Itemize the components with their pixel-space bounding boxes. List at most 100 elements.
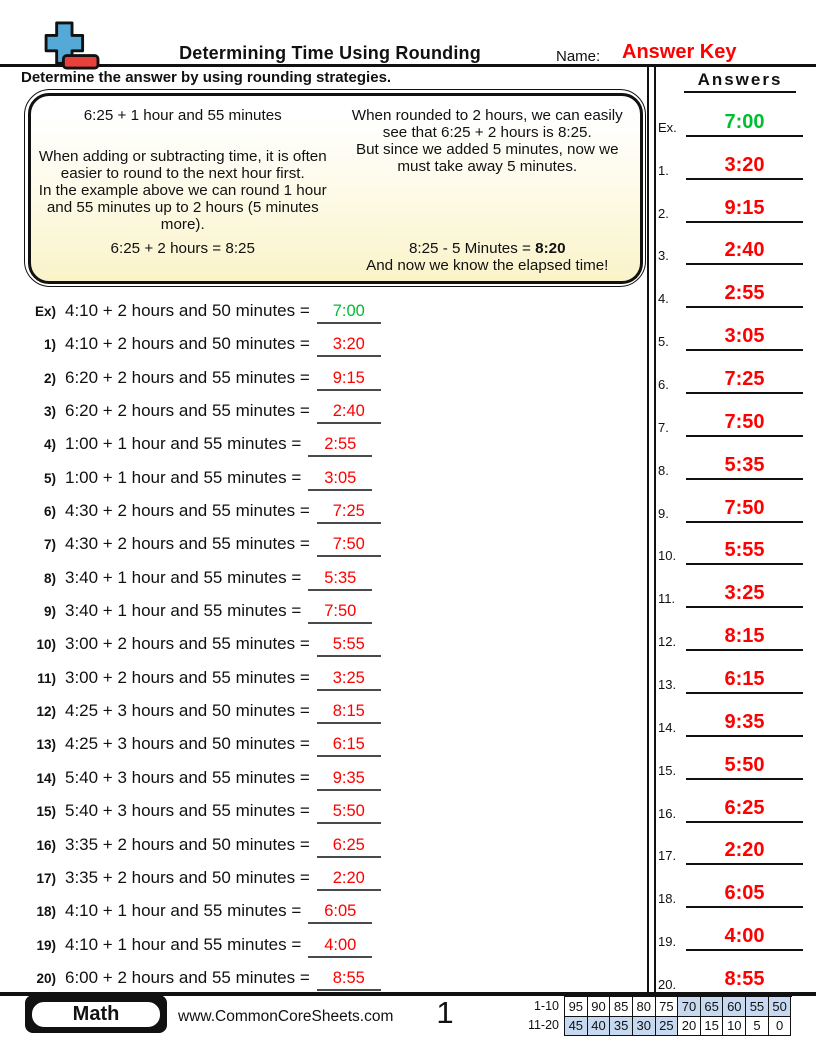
page-number: 1 [436, 995, 454, 1030]
answer-value: 9:35 [686, 712, 803, 737]
question-text: 3:40 + 1 hour and 55 minutes = [65, 601, 302, 621]
question-row: 2) 6:20 + 2 hours and 55 minutes = 9:15 [21, 363, 646, 396]
answer-value: 7:25 [686, 369, 803, 395]
answers-divider [647, 67, 656, 992]
question-number: 10) [36, 637, 56, 653]
question-row: 11) 3:00 + 2 hours and 55 minutes = 3:25 [21, 663, 646, 696]
answer-row: 18. 6:05 [658, 865, 803, 909]
question-answer: 2:40 [316, 402, 381, 425]
example-line: But since we added 5 minutes, now we [355, 140, 619, 158]
question-text: 4:30 + 2 hours and 55 minutes = [65, 501, 310, 521]
example-result-bold: 8:20 [535, 239, 566, 257]
score-cell: 0 [768, 1016, 792, 1036]
question-row: 15) 5:40 + 3 hours and 55 minutes = 5:50 [21, 796, 646, 829]
math-badge: Math [25, 995, 167, 1033]
answer-row: 16. 6:25 [658, 780, 803, 823]
answer-number: 10. [658, 548, 677, 564]
answer-number: 16. [658, 805, 677, 821]
question-answer: 7:00 [316, 302, 381, 324]
answer-number: 20. [658, 977, 677, 993]
worksheet-title: Determining Time Using Rounding [179, 43, 481, 63]
answer-number: 18. [658, 891, 677, 907]
question-number: 19) [36, 937, 56, 953]
answer-row: 17. 2:20 [658, 823, 803, 866]
question-answer: 8:55 [316, 969, 381, 991]
answer-row: 7. 7:50 [658, 394, 803, 437]
question-text: 3:35 + 2 hours and 50 minutes = [65, 834, 310, 854]
score-cell: 75 [655, 997, 679, 1017]
question-number: Ex) [34, 304, 56, 319]
question-answer: 5:55 [316, 635, 381, 658]
question-number: 16) [36, 837, 56, 853]
answer-value: 2:20 [686, 840, 803, 866]
plus-minus-logo-icon [44, 21, 100, 70]
question-answer: 4:00 [308, 936, 373, 958]
answer-value: 8:55 [686, 969, 803, 995]
question-number: 14) [36, 770, 56, 786]
question-answer: 2:20 [316, 869, 381, 891]
score-grid: 95 90 85 80 75 70 65 60 55 50 45 40 35 30 25 20 15 10 5 0 [564, 996, 792, 1036]
question-text: 4:10 + 1 hour and 55 minutes = [65, 901, 302, 921]
answer-value: 2:40 [686, 240, 803, 266]
score-row: 45 40 35 30 25 20 15 10 5 0 [565, 1016, 792, 1036]
question-text: 3:00 + 2 hours and 55 minutes = [65, 667, 310, 687]
question-row: 19) 4:10 + 1 hour and 55 minutes = 4:00 [21, 930, 646, 963]
example-box-inner: 6:25 + 1 hour and 55 minutes When adding… [27, 92, 643, 284]
answer-value: 6:05 [686, 883, 803, 909]
answer-number: 17. [658, 848, 677, 864]
question-answer: 3:25 [316, 669, 381, 691]
example-equation: 6:25 + 2 hours = 8:25 [110, 239, 255, 257]
score-cell: 30 [632, 1016, 656, 1036]
question-answer: 9:15 [316, 369, 381, 391]
score-row-labels: 1-10 11-20 [524, 996, 564, 1036]
example-right-column: When rounded to 2 hours, we can easily s… [335, 96, 640, 281]
answer-value: 4:00 [686, 926, 803, 952]
answer-value: 9:15 [686, 198, 803, 223]
question-number: 3) [43, 404, 56, 420]
score-cell: 85 [610, 997, 633, 1017]
question-row: 14) 5:40 + 3 hours and 55 minutes = 9:35 [21, 763, 646, 796]
answer-row: 20. 8:55 [658, 951, 803, 995]
score-cell: 55 [746, 997, 769, 1017]
score-cell: 80 [632, 997, 656, 1017]
question-text: 1:00 + 1 hour and 55 minutes = [65, 434, 302, 454]
answer-value: 2:55 [686, 283, 803, 309]
answer-row: 14. 9:35 [658, 694, 803, 737]
score-cell: 95 [565, 997, 588, 1017]
score-row: 95 90 85 80 75 70 65 60 55 50 [565, 997, 792, 1017]
question-answer: 6:25 [316, 836, 381, 858]
answer-row: 8. 5:35 [658, 437, 803, 480]
instruction-text: Determine the answer by using rounding s… [21, 69, 392, 86]
answer-row: 1. 3:20 [658, 137, 803, 180]
score-cell: 35 [610, 1016, 633, 1036]
question-answer: 3:20 [316, 335, 381, 358]
example-line: In the example above we can round 1 hour [38, 181, 327, 199]
question-answer: 9:35 [316, 769, 381, 791]
footer-divider [0, 992, 816, 996]
question-number: 6) [43, 504, 56, 520]
question-text: 5:40 + 3 hours and 55 minutes = [65, 801, 310, 821]
question-text: 4:10 + 2 hours and 50 minutes = [65, 334, 310, 354]
question-answer: 6:05 [308, 902, 373, 925]
score-cell: 20 [678, 1016, 701, 1036]
question-text: 3:35 + 2 hours and 50 minutes = [65, 867, 310, 887]
question-row: 18) 4:10 + 1 hour and 55 minutes = 6:05 [21, 896, 646, 929]
website-url: www.CommonCoreSheets.com [178, 1008, 394, 1025]
question-row: 5) 1:00 + 1 hour and 55 minutes = 3:05 [21, 463, 646, 496]
question-number: 18) [36, 904, 56, 920]
answer-row: 6. 7:25 [658, 351, 803, 395]
question-number: 4) [43, 437, 56, 453]
minus-icon [61, 54, 100, 70]
score-table: 1-10 11-20 95 90 85 80 75 70 65 60 55 50 45 40 35 30… [524, 996, 792, 1036]
question-row: 10) 3:00 + 2 hours and 55 minutes = 5:55 [21, 629, 646, 662]
answer-number: 15. [658, 762, 677, 778]
answer-number: 6. [658, 377, 669, 393]
answer-number: Ex. [658, 119, 677, 135]
example-line: When adding or subtracting time, it is o… [38, 147, 327, 165]
score-cell: 70 [678, 997, 701, 1017]
question-number: 5) [43, 470, 56, 486]
question-answer: 6:15 [316, 735, 381, 758]
answer-value: 7:00 [686, 112, 803, 137]
question-row: 9) 3:40 + 1 hour and 55 minutes = 7:50 [21, 596, 646, 629]
score-row-label: 1-10 [533, 998, 559, 1013]
